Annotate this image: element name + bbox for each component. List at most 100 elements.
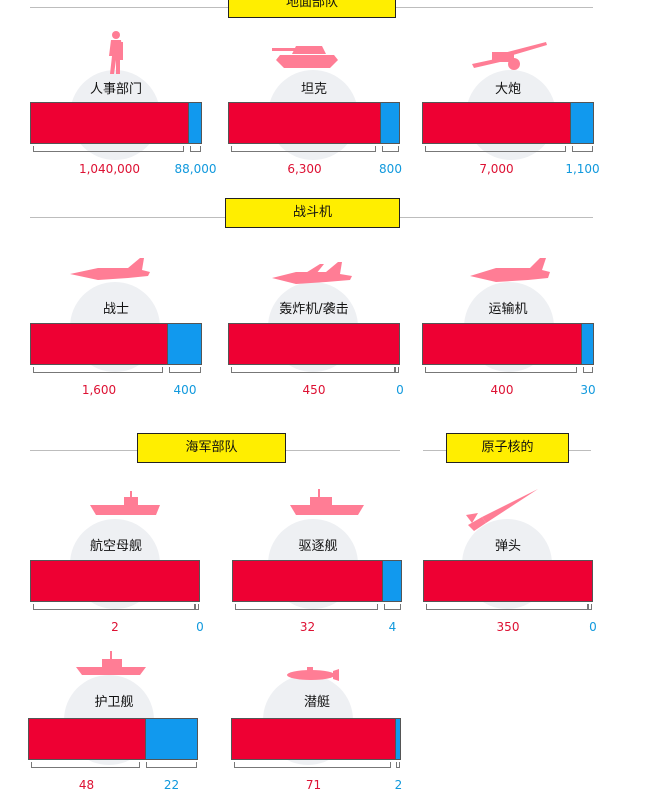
artillery-value-a: 7,000: [479, 162, 514, 176]
submarines-value-a: 71: [305, 778, 322, 792]
destroyers-bar-segment-b: [382, 561, 401, 601]
carriers-bar: [30, 560, 200, 602]
artillery-bracket-b: [572, 146, 593, 152]
warheads-bar-segment-a: [424, 561, 592, 601]
personnel-bar: [30, 102, 202, 144]
tanks-bar: [228, 102, 400, 144]
frigates-bracket-a: [31, 762, 140, 768]
submarines-bar: [231, 718, 401, 760]
personnel-bar-segment-b: [188, 103, 201, 143]
ground-section-heading: 地面部队: [228, 0, 396, 18]
artillery-value-b: 1,100: [565, 162, 600, 176]
destroyers-value-b: 4: [388, 620, 397, 634]
fighter-jet-icon: [70, 258, 150, 280]
bombers-bracket-b: [395, 367, 399, 373]
warheads-bracket-a: [426, 604, 588, 610]
personnel-bracket-a: [33, 146, 184, 152]
artillery-bar-segment-b: [570, 103, 593, 143]
submarine-icon: [287, 667, 339, 681]
destroyer-icon: [290, 489, 364, 515]
item-label: 弹头: [494, 539, 521, 554]
transport-value-a: 400: [490, 383, 514, 397]
carriers-bar-segment-a: [31, 561, 199, 601]
destroyers-bar: [232, 560, 402, 602]
fighters-bracket-a: [33, 367, 163, 373]
artillery-bar-segment-a: [423, 103, 571, 143]
fighters-bar: [30, 323, 202, 365]
navy-section-heading: 海军部队: [137, 433, 286, 463]
item-label: 潜艇: [303, 695, 330, 710]
artillery-bar: [422, 102, 594, 144]
fighters-bar-segment-a: [31, 324, 168, 364]
air-section-heading: 战斗机: [225, 198, 400, 228]
submarines-bar-segment-b: [395, 719, 400, 759]
item-label: 坦克: [300, 82, 327, 97]
warheads-value-a: 350: [496, 620, 520, 634]
bomber-icon: [272, 262, 352, 284]
nuclear-section-heading: 原子核的: [446, 433, 569, 463]
warheads-bracket-b: [588, 604, 592, 610]
destroyers-bar-segment-a: [233, 561, 383, 601]
missile-icon: [466, 489, 538, 531]
personnel-value-a: 1,040,000: [78, 162, 141, 176]
item-label: 护卫舰: [94, 695, 134, 710]
carriers-value-a: 2: [111, 620, 119, 634]
item-label: 轰炸机/袭击: [279, 302, 349, 317]
frigates-value-a: 48: [78, 778, 95, 792]
destroyers-bracket-a: [235, 604, 378, 610]
transport-value-b: 30: [580, 383, 596, 397]
transport-bar-segment-a: [423, 324, 582, 364]
frigates-bar: [28, 718, 198, 760]
artillery-bracket-a: [425, 146, 566, 152]
tanks-bar-segment-b: [380, 103, 399, 143]
tanks-value-b: 800: [379, 162, 402, 176]
personnel-bar-segment-a: [31, 103, 189, 143]
item-label: 战士: [102, 302, 129, 317]
bombers-value-a: 450: [302, 383, 326, 397]
fighters-value-b: 400: [173, 383, 197, 397]
fighters-bracket-b: [169, 367, 201, 373]
frigates-bar-segment-a: [29, 719, 145, 759]
fighters-value-a: 1,600: [81, 383, 117, 397]
item-label: 大炮: [494, 82, 521, 97]
warheads-bar: [423, 560, 593, 602]
tank-icon: [272, 46, 338, 68]
warheads-value-b: 0: [589, 620, 597, 634]
frigates-bracket-b: [146, 762, 197, 768]
soldier-icon: [109, 31, 123, 74]
tanks-bar-segment-a: [229, 103, 381, 143]
carriers-bracket-a: [33, 604, 195, 610]
transport-plane-icon: [470, 258, 550, 282]
bombers-bar-segment-a: [229, 324, 399, 364]
destroyers-bracket-b: [384, 604, 401, 610]
submarines-bracket-a: [234, 762, 391, 768]
submarines-bracket-b: [396, 762, 400, 768]
carriers-value-b: 0: [196, 620, 204, 634]
fighters-bar-segment-b: [167, 324, 201, 364]
personnel-bracket-b: [190, 146, 201, 152]
item-label: 航空母舰: [89, 539, 142, 554]
bombers-value-b: 0: [396, 383, 404, 397]
submarines-bar-segment-a: [232, 719, 396, 759]
transport-bar-segment-b: [581, 324, 593, 364]
frigate-icon: [76, 651, 146, 675]
transport-bracket-b: [583, 367, 593, 373]
tanks-bracket-b: [382, 146, 399, 152]
frigates-bar-segment-b: [144, 719, 197, 759]
tanks-value-a: 6,300: [287, 162, 322, 176]
transport-bar: [422, 323, 594, 365]
item-label: 人事部门: [89, 82, 142, 97]
item-label: 驱逐舰: [298, 539, 338, 554]
bombers-bracket-a: [231, 367, 395, 373]
destroyers-value-a: 32: [299, 620, 316, 634]
aircraft-carrier-icon: [90, 491, 160, 515]
artillery-icon: [472, 42, 547, 70]
personnel-value-b: 88,000: [174, 162, 217, 176]
submarines-value-b: 2: [394, 778, 403, 792]
bombers-bar: [228, 323, 400, 365]
frigates-value-b: 22: [163, 778, 180, 792]
tanks-bracket-a: [231, 146, 376, 152]
transport-bracket-a: [425, 367, 577, 373]
item-label: 运输机: [488, 302, 528, 317]
carriers-bracket-b: [195, 604, 199, 610]
